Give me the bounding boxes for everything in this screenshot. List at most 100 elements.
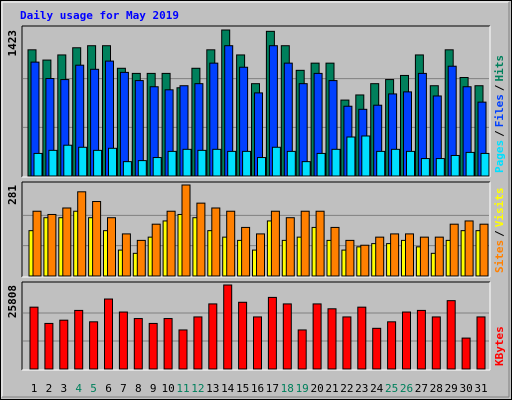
bar xyxy=(480,152,490,177)
bar xyxy=(316,152,326,177)
bar xyxy=(93,149,103,177)
bar xyxy=(253,316,262,370)
bar xyxy=(300,210,310,277)
chart-title: Daily usage for May 2019 xyxy=(20,9,179,22)
bar xyxy=(44,322,54,370)
bar xyxy=(163,318,173,370)
bar xyxy=(242,150,252,177)
x-tick-label: 4 xyxy=(75,382,82,395)
bar xyxy=(167,150,177,177)
bar xyxy=(270,210,280,277)
bar xyxy=(391,148,401,177)
legend-entry: Visits xyxy=(493,188,506,228)
legend-separator: / xyxy=(493,230,506,237)
legend-entry: Files xyxy=(493,94,506,127)
bar xyxy=(327,308,337,370)
x-tick-label: 18 xyxy=(281,382,294,395)
bar xyxy=(48,149,58,177)
bar xyxy=(267,296,277,370)
bar xyxy=(47,213,57,277)
bar xyxy=(461,337,471,370)
bar xyxy=(376,150,386,177)
bar xyxy=(107,217,116,277)
bar xyxy=(78,146,88,177)
bar xyxy=(181,184,191,277)
bar xyxy=(136,239,146,277)
bar xyxy=(151,223,161,277)
bar xyxy=(465,151,475,177)
bar xyxy=(435,158,445,177)
bar xyxy=(256,233,265,277)
bar xyxy=(282,303,292,370)
bar xyxy=(211,207,221,277)
x-tick-label: 22 xyxy=(340,382,353,395)
x-tick-label: 6 xyxy=(105,382,112,395)
x-tick-label: 27 xyxy=(415,382,428,395)
bar xyxy=(137,160,147,177)
x-tick-label: 31 xyxy=(474,382,487,395)
bar xyxy=(108,147,117,177)
bar xyxy=(271,146,281,177)
bar xyxy=(29,306,39,370)
legend-entry: KBytes xyxy=(493,326,506,366)
bar xyxy=(431,316,441,370)
x-tick-label: 23 xyxy=(355,382,368,395)
bar xyxy=(342,316,352,370)
bar xyxy=(77,191,87,277)
bar xyxy=(92,201,102,277)
bar xyxy=(420,158,430,177)
bar xyxy=(208,303,218,370)
legend-entry: Pages xyxy=(493,140,506,173)
x-tick-label: 2 xyxy=(46,382,53,395)
bar xyxy=(375,236,385,277)
bar xyxy=(387,321,397,370)
y-tick-label: 1423 xyxy=(6,30,19,57)
bar xyxy=(315,210,325,277)
bar xyxy=(119,71,129,177)
x-tick-label: 15 xyxy=(236,382,249,395)
x-tick-label: 8 xyxy=(135,382,142,395)
bar xyxy=(226,210,236,277)
bar xyxy=(257,157,266,177)
legend: Sites / Visits xyxy=(493,188,506,274)
bar xyxy=(464,220,474,277)
bar xyxy=(476,316,486,370)
x-tick-label: 12 xyxy=(191,382,204,395)
bar xyxy=(121,233,131,277)
bar xyxy=(312,303,322,370)
bar xyxy=(32,210,42,277)
x-tick-label: 26 xyxy=(400,382,413,395)
bar xyxy=(297,329,307,370)
x-tick-label: 24 xyxy=(370,382,384,395)
bar xyxy=(148,322,158,370)
x-tick-label: 11 xyxy=(176,382,189,395)
bar xyxy=(360,244,370,277)
bar xyxy=(152,157,162,177)
bar xyxy=(196,202,206,277)
bar xyxy=(118,311,128,370)
bar xyxy=(405,233,414,277)
x-tick-label: 16 xyxy=(251,382,264,395)
bar xyxy=(449,223,459,277)
bar xyxy=(390,233,400,277)
x-tick-label: 10 xyxy=(161,382,174,395)
bar xyxy=(241,226,251,277)
bar xyxy=(166,210,176,277)
y-tick-label: 25808 xyxy=(6,285,19,318)
bar xyxy=(104,298,113,370)
bar xyxy=(182,148,192,177)
legend: KBytes xyxy=(493,326,506,366)
bar xyxy=(331,148,341,177)
legend: Pages / Files / Hits xyxy=(493,55,506,173)
bar xyxy=(238,301,248,370)
bar xyxy=(419,236,429,277)
bar xyxy=(178,329,188,370)
x-tick-label: 1 xyxy=(31,382,38,395)
bar xyxy=(479,223,489,277)
bar xyxy=(346,136,356,177)
bar xyxy=(416,309,426,370)
bar xyxy=(402,311,411,370)
x-tick-label: 28 xyxy=(430,382,443,395)
x-tick-label: 7 xyxy=(120,382,127,395)
